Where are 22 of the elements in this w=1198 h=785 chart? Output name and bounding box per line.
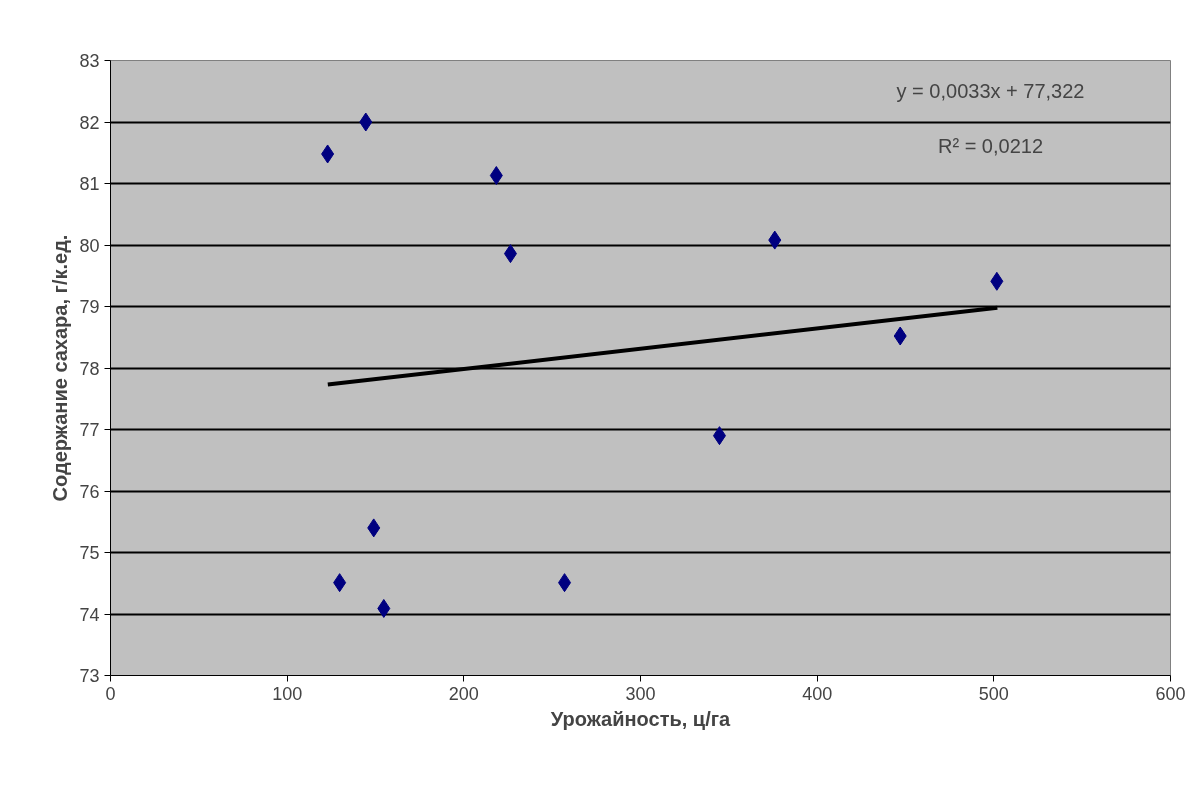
x-tick-label: 600 [1155,683,1186,704]
x-tick-label: 400 [802,683,833,704]
x-tick-label: 100 [272,683,303,704]
annotation: R² = 0,0212 [937,134,1044,157]
y-tick-label: 74 [79,604,100,625]
y-tick-label: 77 [79,420,100,440]
y-tick-label: 80 [79,235,100,256]
x-axis-title: Урожайность, ц/га [550,707,732,730]
y-tick-label: 83 [79,51,100,71]
y-tick-label: 78 [79,358,100,379]
y-tick-label: 82 [79,112,100,133]
y-tick-label: 81 [79,174,100,194]
annotation: y = 0,0033x + 77,322 [896,79,1085,102]
y-axis-title: Содержание сахара, г/к.ед. [49,234,72,502]
x-tick-label: 300 [625,683,656,704]
x-tick-label: 200 [448,683,479,704]
y-tick-label: 79 [79,297,100,317]
x-tick-label: 0 [105,683,116,704]
y-tick-label: 73 [79,666,100,686]
y-tick-label: 76 [79,481,100,502]
x-tick-label: 500 [978,683,1009,704]
y-tick-label: 75 [79,543,100,563]
